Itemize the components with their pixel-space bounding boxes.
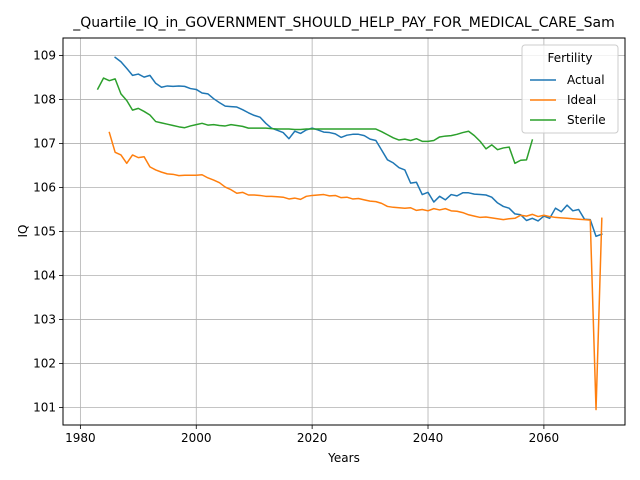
x-tick-label: 2000 xyxy=(181,431,212,445)
y-tick-label: 104 xyxy=(33,268,56,282)
x-tick-label: 2040 xyxy=(413,431,444,445)
x-tick-label: 2060 xyxy=(529,431,560,445)
legend-label-ideal: Ideal xyxy=(567,93,596,107)
y-tick-label: 102 xyxy=(33,356,56,370)
series-line-sterile xyxy=(96,77,534,165)
y-axis-ticks: 101 102 103 104 105 106 107 108 109 xyxy=(33,49,63,414)
series-line-ideal xyxy=(108,131,603,411)
legend-title: Fertility xyxy=(547,51,592,65)
y-tick-label: 101 xyxy=(33,400,56,414)
y-tick-label: 103 xyxy=(33,312,56,326)
y-tick-label: 106 xyxy=(33,181,56,195)
y-axis-label: IQ xyxy=(16,225,30,238)
legend-label-sterile: Sterile xyxy=(567,113,606,127)
y-tick-label: 107 xyxy=(33,137,56,151)
y-tick-label: 109 xyxy=(33,49,56,63)
plot-lines xyxy=(96,56,603,411)
x-axis-ticks: 1980 2000 2020 2040 2060 xyxy=(65,425,559,445)
x-tick-label: 1980 xyxy=(65,431,96,445)
chart-title: _Quartile_IQ_in_GOVERNMENT_SHOULD_HELP_P… xyxy=(72,15,615,31)
legend: Fertility Actual Ideal Sterile xyxy=(521,44,619,134)
x-tick-label: 2020 xyxy=(297,431,328,445)
legend-box xyxy=(521,44,619,134)
x-axis-label: Years xyxy=(327,451,360,465)
legend-label-actual: Actual xyxy=(567,73,605,87)
y-tick-label: 108 xyxy=(33,93,56,107)
y-tick-label: 105 xyxy=(33,225,56,239)
